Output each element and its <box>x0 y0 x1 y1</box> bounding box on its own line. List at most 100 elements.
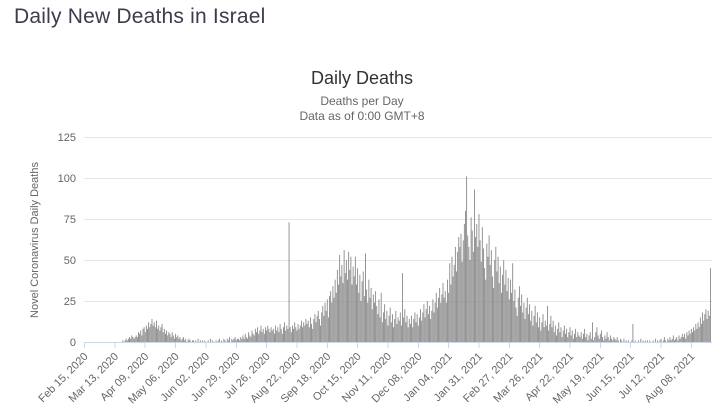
bar[interactable] <box>461 261 463 342</box>
bar[interactable] <box>343 250 345 342</box>
bar[interactable] <box>508 299 510 342</box>
bar[interactable] <box>698 327 700 342</box>
bar[interactable] <box>367 302 369 342</box>
bar[interactable] <box>595 332 597 342</box>
bar[interactable] <box>147 328 148 342</box>
bar[interactable] <box>321 312 323 342</box>
bar[interactable] <box>244 333 246 342</box>
bar[interactable] <box>338 284 339 342</box>
bar[interactable] <box>427 314 429 342</box>
bar[interactable] <box>160 327 162 342</box>
bar[interactable] <box>365 253 366 342</box>
bar[interactable] <box>354 256 356 342</box>
bar[interactable] <box>226 338 228 342</box>
bar[interactable] <box>269 332 271 342</box>
bar[interactable] <box>274 333 275 342</box>
bar[interactable] <box>616 337 618 342</box>
bar[interactable] <box>256 332 257 342</box>
bar[interactable] <box>167 335 169 342</box>
bar[interactable] <box>182 337 184 342</box>
bar[interactable] <box>577 332 579 342</box>
bar[interactable] <box>692 332 693 342</box>
bar[interactable] <box>552 320 554 342</box>
bar[interactable] <box>249 335 251 342</box>
bar[interactable] <box>492 276 493 342</box>
bar[interactable] <box>172 335 174 342</box>
bar[interactable] <box>677 340 679 342</box>
bar[interactable] <box>397 317 399 342</box>
bar[interactable] <box>634 340 636 342</box>
bar[interactable] <box>189 340 191 342</box>
bar[interactable] <box>709 268 711 342</box>
bar[interactable] <box>223 338 225 342</box>
bar[interactable] <box>311 323 312 342</box>
bar[interactable] <box>592 322 593 342</box>
bar[interactable] <box>168 332 170 342</box>
bar[interactable] <box>251 330 253 342</box>
bar[interactable] <box>541 322 543 342</box>
bar[interactable] <box>430 319 432 342</box>
bar[interactable] <box>679 338 681 342</box>
bar[interactable] <box>276 330 278 342</box>
bar[interactable] <box>399 312 401 342</box>
bar[interactable] <box>153 322 155 342</box>
bar[interactable] <box>268 328 270 342</box>
bar[interactable] <box>314 314 316 342</box>
bar[interactable] <box>370 287 372 342</box>
bar[interactable] <box>127 338 129 342</box>
bar[interactable] <box>298 328 300 342</box>
bar[interactable] <box>341 264 343 342</box>
bar[interactable] <box>165 333 166 342</box>
bar[interactable] <box>152 325 154 342</box>
bar[interactable] <box>241 338 243 342</box>
bar[interactable] <box>611 338 613 342</box>
bar[interactable] <box>549 323 551 342</box>
bar[interactable] <box>199 340 201 342</box>
bar[interactable] <box>516 315 518 342</box>
bar[interactable] <box>680 337 682 342</box>
bar[interactable] <box>570 335 572 342</box>
bar[interactable] <box>288 222 290 342</box>
bar[interactable] <box>531 310 533 342</box>
bar[interactable] <box>202 340 203 342</box>
bar[interactable] <box>285 330 287 342</box>
bar[interactable] <box>322 305 324 342</box>
bar[interactable] <box>324 302 326 342</box>
bar[interactable] <box>457 251 459 342</box>
bar[interactable] <box>657 340 659 342</box>
bar[interactable] <box>287 328 289 342</box>
bar[interactable] <box>296 330 298 342</box>
bar[interactable] <box>684 333 686 342</box>
bar[interactable] <box>578 335 580 342</box>
bar[interactable] <box>177 335 179 342</box>
bar[interactable] <box>444 291 446 342</box>
bar[interactable] <box>143 327 145 342</box>
bar[interactable] <box>414 312 416 342</box>
bar[interactable] <box>291 325 293 342</box>
bar[interactable] <box>515 307 517 342</box>
bar[interactable] <box>141 335 143 342</box>
bar[interactable] <box>193 340 195 342</box>
bar[interactable] <box>179 337 181 342</box>
bar[interactable] <box>380 292 382 342</box>
bar[interactable] <box>407 327 409 342</box>
bar[interactable] <box>308 327 310 342</box>
bar[interactable] <box>345 260 347 342</box>
bar[interactable] <box>439 287 441 342</box>
bar[interactable] <box>706 319 708 342</box>
bar[interactable] <box>449 263 451 342</box>
bar[interactable] <box>695 323 697 342</box>
bar[interactable] <box>484 268 486 342</box>
bar[interactable] <box>403 317 405 342</box>
bar[interactable] <box>423 304 425 342</box>
bar[interactable] <box>452 276 454 342</box>
bar[interactable] <box>668 340 670 342</box>
bar[interactable] <box>368 279 370 342</box>
bar[interactable] <box>424 317 426 342</box>
bar[interactable] <box>332 286 334 342</box>
bar[interactable] <box>511 292 512 342</box>
bar[interactable] <box>631 340 633 342</box>
bar[interactable] <box>435 292 437 342</box>
bar[interactable] <box>187 340 189 342</box>
bar[interactable] <box>702 312 704 342</box>
